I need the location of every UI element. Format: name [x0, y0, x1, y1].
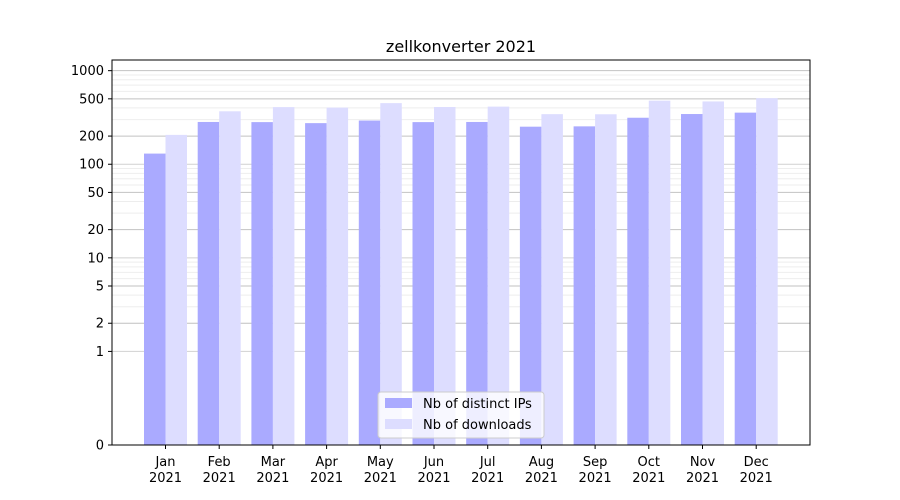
x-tick-label-month: Dec [744, 455, 769, 470]
bar-distinct-ips [358, 120, 381, 446]
bar-downloads [595, 114, 617, 445]
legend-label-distinct-ips: Nb of distinct IPs [423, 397, 532, 412]
x-tick-label-month: Mar [261, 455, 286, 470]
plot-frame [111, 59, 811, 446]
y-tick-label: 10 [87, 251, 104, 266]
bar-distinct-ips [251, 122, 273, 446]
chart-title: zellkonverter 2021 [386, 37, 536, 56]
bar-series [144, 98, 778, 446]
legend-swatch-downloads [385, 419, 412, 429]
bar-downloads [326, 107, 349, 445]
legend: Nb of distinct IPs Nb of downloads [377, 391, 545, 439]
y-tick-label: 20 [87, 223, 104, 238]
bar-downloads [702, 101, 724, 445]
y-tick-label: 5 [96, 280, 104, 295]
axes: 01251020501002005001000Jan2021Feb2021Mar… [71, 64, 773, 486]
x-tick-label-year: 2021 [525, 471, 558, 486]
x-tick-label-year: 2021 [632, 471, 665, 486]
bar-downloads [756, 98, 778, 446]
bar-distinct-ips [466, 121, 488, 445]
bar-downloads [487, 106, 510, 445]
bar-downloads [648, 100, 671, 446]
x-tick-label-year: 2021 [579, 471, 612, 486]
x-tick-label-year: 2021 [686, 471, 719, 486]
x-tick-label-year: 2021 [310, 471, 343, 486]
bar-distinct-ips [412, 122, 434, 446]
x-tick-label-year: 2021 [364, 471, 397, 486]
legend-swatch-distinct-ips [385, 398, 412, 408]
bar-distinct-ips [734, 112, 757, 446]
y-tick-label: 500 [79, 92, 104, 107]
legend-label-downloads: Nb of downloads [423, 418, 532, 433]
x-tick-label-month: Nov [690, 455, 716, 470]
y-tick-label: 1 [96, 345, 104, 360]
x-tick-label-month: Jun [423, 455, 444, 470]
bar-downloads [380, 103, 402, 445]
y-tick-label: 2 [96, 317, 104, 332]
x-tick-label-year: 2021 [203, 471, 236, 486]
x-tick-label-month: Oct [638, 455, 660, 470]
bar-distinct-ips [144, 153, 166, 446]
x-tick-label-month: Jul [479, 455, 496, 470]
y-tick-label: 1000 [71, 64, 104, 79]
bar-distinct-ips [681, 114, 703, 445]
bar-downloads [165, 134, 187, 446]
x-tick-label-month: Apr [315, 455, 338, 470]
y-tick-label: 50 [87, 186, 104, 201]
bar-distinct-ips [627, 117, 649, 445]
x-tick-label-year: 2021 [417, 471, 450, 486]
bar-distinct-ips [305, 123, 327, 446]
bar-downloads [541, 114, 563, 446]
bar-distinct-ips [197, 121, 220, 445]
x-tick-label-month: May [367, 455, 394, 470]
x-tick-label-year: 2021 [471, 471, 504, 486]
y-tick-label: 200 [79, 130, 104, 145]
bar-distinct-ips [519, 126, 542, 445]
y-tick-label: 100 [79, 158, 104, 173]
x-tick-label-month: Jan [154, 455, 175, 470]
bar-downloads [219, 111, 241, 446]
bar-downloads [272, 107, 295, 446]
legend-frame [377, 391, 545, 439]
x-tick-label-month: Feb [208, 455, 231, 470]
x-tick-label-year: 2021 [740, 471, 773, 486]
x-tick-label-month: Aug [529, 455, 554, 470]
bar-downloads [434, 106, 456, 445]
y-tick-label: 0 [96, 439, 104, 454]
x-tick-label-year: 2021 [256, 471, 289, 486]
x-tick-label-month: Sep [583, 455, 608, 470]
bar-distinct-ips [573, 126, 596, 445]
x-tick-label-year: 2021 [149, 471, 182, 486]
